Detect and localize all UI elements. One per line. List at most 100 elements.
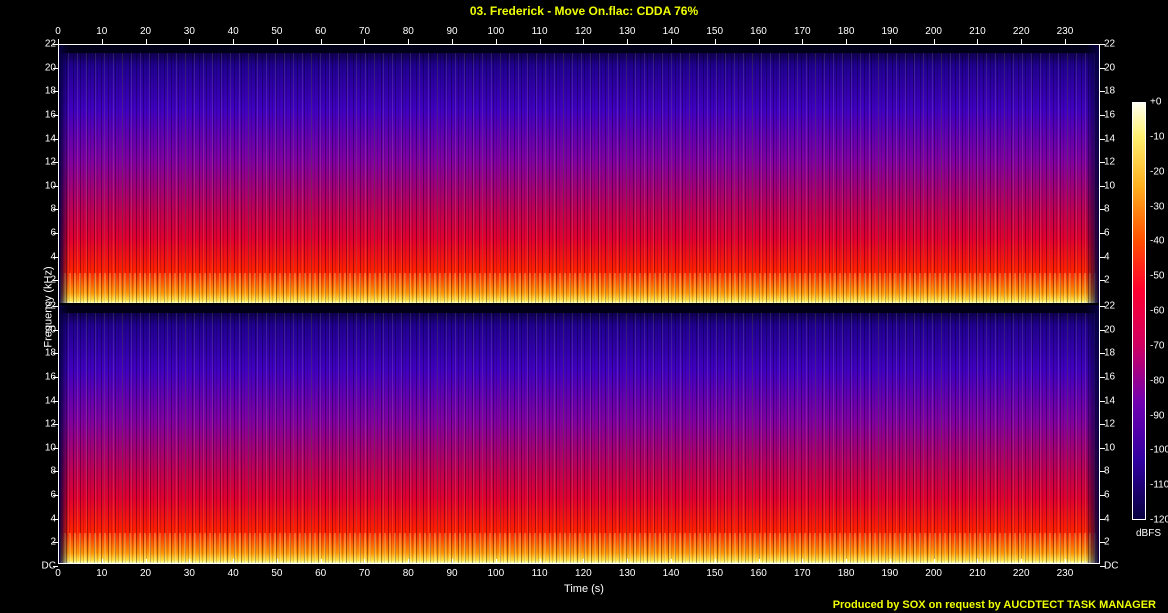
y-tickmark-left xyxy=(53,542,58,543)
x-tick-top: 230 xyxy=(1057,26,1074,37)
x-tickmark-bottom xyxy=(934,559,935,564)
colorbar-tick: -10 xyxy=(1150,131,1164,142)
x-tick-bottom: 190 xyxy=(882,568,899,579)
y-tickmark-left xyxy=(53,209,58,210)
x-tick-bottom: 60 xyxy=(315,568,326,579)
spec-top-edge xyxy=(59,45,1099,53)
colorbar-tick: -60 xyxy=(1150,306,1164,317)
y-tickmark-right xyxy=(1100,139,1105,140)
x-tick-bottom: 110 xyxy=(532,568,548,579)
spec-edge-right xyxy=(1085,45,1099,303)
footer-credit: Produced by SOX on request by AUCDTECT T… xyxy=(833,599,1156,611)
x-tick-top: 60 xyxy=(315,26,326,37)
x-tick-bottom: 180 xyxy=(838,568,855,579)
y-tick-right: 16 xyxy=(1104,109,1124,120)
x-tickmark-bottom xyxy=(277,559,278,564)
x-tick-top: 200 xyxy=(925,26,942,37)
y-tick-right: 20 xyxy=(1104,324,1124,335)
x-tick-top: 160 xyxy=(750,26,767,37)
x-tick-bottom: 210 xyxy=(969,568,986,579)
x-tickmark-top xyxy=(146,39,147,44)
x-tick-top: 90 xyxy=(446,26,457,37)
y-tickmark-left xyxy=(53,424,58,425)
y-tick-right: 8 xyxy=(1104,466,1124,477)
x-tickmark-top xyxy=(321,39,322,44)
colorbar-tick: -110 xyxy=(1150,480,1168,491)
x-tick-top: 20 xyxy=(140,26,151,37)
y-tick-right: 10 xyxy=(1104,442,1124,453)
colorbar-tick: -50 xyxy=(1150,271,1164,282)
y-tick-right: 22 xyxy=(1104,301,1124,312)
x-tick-top: 190 xyxy=(882,26,899,37)
x-tickmark-bottom xyxy=(146,559,147,564)
y-tickmark-right xyxy=(1100,424,1105,425)
x-tick-bottom: 200 xyxy=(925,568,942,579)
x-tickmark-top xyxy=(977,39,978,44)
x-tickmark-bottom xyxy=(890,559,891,564)
y-tickmark-right xyxy=(1100,209,1105,210)
y-tick-right: 8 xyxy=(1104,204,1124,215)
colorbar-tick: -40 xyxy=(1150,236,1164,247)
x-tick-top: 130 xyxy=(619,26,636,37)
x-tick-top: 180 xyxy=(838,26,855,37)
spec-top-edge xyxy=(59,305,1099,313)
y-tickmark-right xyxy=(1100,162,1105,163)
y-tickmark-right xyxy=(1100,353,1105,354)
y-tickmark-right xyxy=(1100,233,1105,234)
x-tickmark-top xyxy=(846,39,847,44)
x-tickmark-top xyxy=(364,39,365,44)
x-tickmark-top xyxy=(408,39,409,44)
x-tickmark-bottom xyxy=(58,559,59,564)
y-tick-right: 4 xyxy=(1104,513,1124,524)
y-tickmark-right xyxy=(1100,495,1105,496)
colorbar-tick: -120 xyxy=(1150,515,1168,526)
spec-edge-left xyxy=(59,305,69,563)
x-tickmark-bottom xyxy=(452,559,453,564)
y-tick-right: 16 xyxy=(1104,371,1124,382)
x-tickmark-bottom xyxy=(715,559,716,564)
x-tickmark-top xyxy=(759,39,760,44)
x-tick-top: 220 xyxy=(1013,26,1030,37)
spec-texture2 xyxy=(59,45,1099,303)
y-tick-right: 20 xyxy=(1104,62,1124,73)
x-tick-top: 50 xyxy=(271,26,282,37)
x-tickmark-top xyxy=(452,39,453,44)
x-tickmark-bottom xyxy=(408,559,409,564)
x-tick-top: 150 xyxy=(706,26,723,37)
y-tickmark-left xyxy=(53,330,58,331)
y-tickmark-left xyxy=(53,139,58,140)
y-tickmark-left xyxy=(53,91,58,92)
y-tickmark-left xyxy=(53,353,58,354)
y-tickmark-left xyxy=(53,306,58,307)
y-tick-right: 22 xyxy=(1104,39,1124,50)
y-tick-right: 14 xyxy=(1104,133,1124,144)
y-tickmark-left xyxy=(53,162,58,163)
x-tick-top: 70 xyxy=(359,26,370,37)
x-tick-bottom: 230 xyxy=(1057,568,1074,579)
x-tickmark-top xyxy=(583,39,584,44)
x-tickmark-top xyxy=(1065,39,1066,44)
y-tickmark-right xyxy=(1100,91,1105,92)
spec-edge-right xyxy=(1085,305,1099,563)
x-tick-top: 110 xyxy=(532,26,548,37)
x-tick-bottom: 10 xyxy=(96,568,107,579)
colorbar-tick: -30 xyxy=(1150,201,1164,212)
x-tick-top: 170 xyxy=(794,26,811,37)
y-tickmark-right xyxy=(1100,401,1105,402)
y-tickmark-left xyxy=(53,495,58,496)
x-tick-bottom: 150 xyxy=(706,568,723,579)
x-tickmark-top xyxy=(671,39,672,44)
y-tickmark-right xyxy=(1100,542,1105,543)
plot-area xyxy=(58,44,1100,564)
x-tick-bottom: 220 xyxy=(1013,568,1030,579)
x-tickmark-bottom xyxy=(759,559,760,564)
x-tickmark-bottom xyxy=(321,559,322,564)
x-tick-bottom: 0 xyxy=(55,568,61,579)
x-tickmark-top xyxy=(496,39,497,44)
chart-title: 03. Frederick - Move On.flac: CDDA 76% xyxy=(0,4,1168,18)
colorbar-tick: -90 xyxy=(1150,410,1164,421)
y-tickmark-left xyxy=(53,233,58,234)
y-tick-right: 12 xyxy=(1104,419,1124,430)
y-tickmark-left xyxy=(53,44,58,45)
x-tickmark-top xyxy=(802,39,803,44)
